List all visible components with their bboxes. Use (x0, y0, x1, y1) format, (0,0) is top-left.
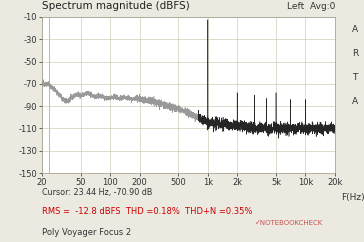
Text: T: T (352, 73, 357, 82)
Text: F(Hz): F(Hz) (341, 193, 364, 202)
Text: Left  Avg:0: Left Avg:0 (286, 2, 335, 11)
Text: A: A (352, 24, 358, 34)
Text: Cursor: 23.44 Hz, -70.90 dB: Cursor: 23.44 Hz, -70.90 dB (42, 188, 152, 197)
Text: RMS =  -12.8 dBFS  THD =0.18%  THD+N =0.35%: RMS = -12.8 dBFS THD =0.18% THD+N =0.35% (42, 207, 252, 216)
Text: R: R (352, 49, 358, 58)
Text: ✓NOTEBOOKCHECK: ✓NOTEBOOKCHECK (255, 220, 323, 226)
Text: Spectrum magnitude (dBFS): Spectrum magnitude (dBFS) (42, 1, 190, 11)
Text: A: A (352, 97, 358, 106)
Text: Poly Voyager Focus 2: Poly Voyager Focus 2 (42, 228, 131, 237)
